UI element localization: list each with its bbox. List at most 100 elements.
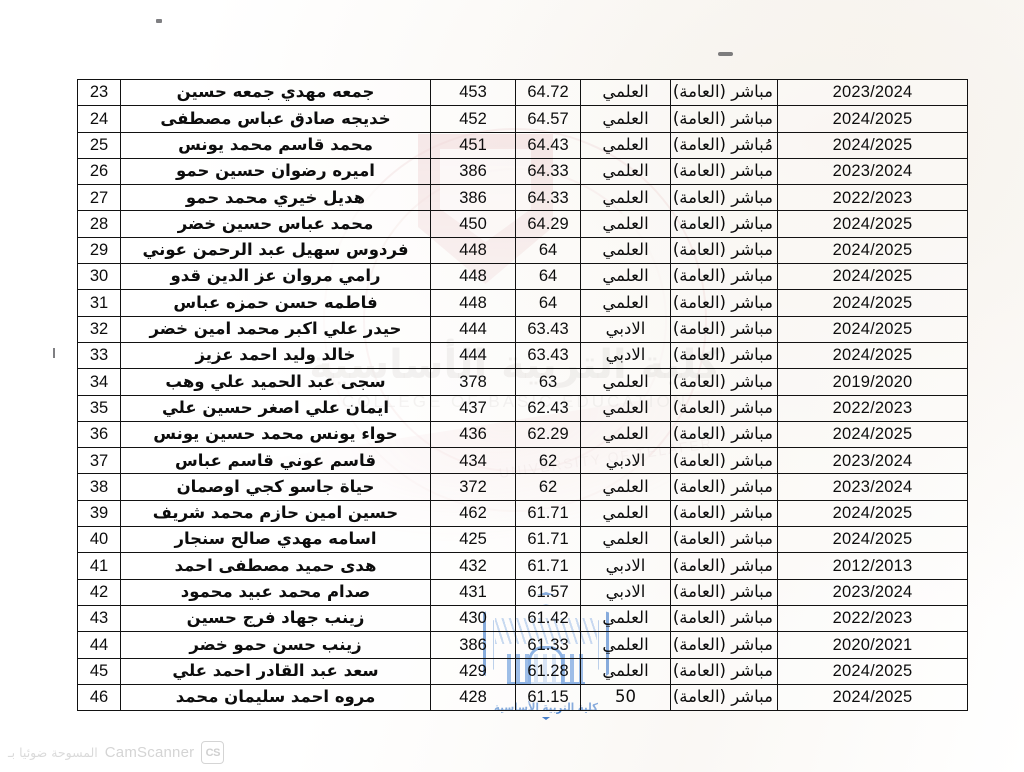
cell-grade: 64 [515, 289, 581, 317]
cell-branch: العلمي [580, 263, 671, 291]
cell-id: 378 [430, 368, 516, 396]
cell-id: 432 [430, 552, 516, 580]
cell-year: 2024/2025 [777, 236, 968, 265]
cell-year: 2022/2023 [777, 184, 968, 212]
cell-type: مباشر (العامة) [670, 157, 778, 186]
table-row: 2024/2025 مباشر (العامة) العلمي 64.57 452 خدي… [77, 105, 968, 133]
cell-year: 2023/2024 [777, 157, 968, 186]
cell-id: 448 [430, 263, 516, 291]
cell-seq: 37 [77, 447, 121, 475]
cell-name: خديجه صادق عباس مصطفى [120, 105, 431, 133]
cell-branch: العلمي [580, 289, 671, 317]
cell-seq: 25 [77, 131, 121, 159]
cell-name: مروه احمد سليمان محمد [120, 683, 431, 712]
table-row: 2023/2024 مباشر (العامة) العلمي 62 372 حياة ج… [77, 473, 968, 501]
cell-id: 448 [430, 236, 516, 265]
cell-id: 450 [430, 210, 516, 238]
cell-grade: 64.57 [515, 105, 581, 133]
cell-type: مباشر (العامة) [670, 420, 778, 449]
cell-type: مباشر (العامة) [670, 447, 778, 475]
cell-seq: 29 [77, 236, 121, 265]
table-row: 2024/2025 مباشر (العامة) الادبي 63.43 444 خال… [77, 341, 968, 370]
cell-seq: 30 [77, 263, 121, 291]
cell-seq: 38 [77, 473, 121, 501]
cell-branch: العلمي [580, 394, 671, 422]
cell-year: 2023/2024 [777, 78, 968, 107]
cell-seq: 26 [77, 157, 121, 186]
cell-id: 372 [430, 473, 516, 501]
cell-name: صدام محمد عبيد محمود [120, 578, 431, 606]
cell-id: 430 [430, 604, 516, 633]
table-row: 2024/2025 مباشر (العامة) 50 61.15 428 مروه اح… [77, 683, 968, 712]
cell-year: 2024/2025 [777, 341, 968, 370]
cell-type: مباشر (العامة) [670, 184, 778, 212]
camscanner-arabic-note: المسوحة ضوئيا بـ [8, 745, 98, 760]
cell-branch: الادبي [580, 315, 671, 343]
cell-id: 451 [430, 131, 516, 159]
cell-branch: الادبي [580, 447, 671, 475]
cell-grade: 64.72 [515, 78, 581, 107]
cell-grade: 63.43 [515, 341, 581, 370]
table-row: 2024/2025 مباشر (العامة) الادبي 63.43 444 حيد… [77, 315, 968, 343]
cell-name: خالد وليد احمد عزيز [120, 341, 431, 370]
cell-seq: 43 [77, 604, 121, 633]
cell-type: مباشر (العامة) [670, 394, 778, 422]
cell-year: 2024/2025 [777, 526, 968, 554]
cell-grade: 61.15 [515, 683, 581, 712]
cell-type: مباشر (العامة) [670, 315, 778, 343]
cell-grade: 63.43 [515, 315, 581, 343]
table-row: 2024/2025 مُباشر (العامة) العلمي 64.43 451 مح… [77, 131, 968, 159]
cell-name: جمعه مهدي جمعه حسين [120, 78, 431, 107]
cell-year: 2024/2025 [777, 683, 968, 712]
cell-grade: 61.42 [515, 604, 581, 633]
cell-type: مباشر (العامة) [670, 657, 778, 685]
cell-year: 2024/2025 [777, 499, 968, 528]
cell-seq: 36 [77, 420, 121, 449]
cell-name: ايمان علي اصغر حسين علي [120, 394, 431, 422]
cell-grade: 64.43 [515, 131, 581, 159]
cell-branch: العلمي [580, 157, 671, 186]
cell-year: 2024/2025 [777, 657, 968, 685]
cell-year: 2023/2024 [777, 473, 968, 501]
table-row: 2012/2013 مباشر (العامة) الادبي 61.71 432 هدى… [77, 552, 968, 580]
cell-branch: الادبي [580, 341, 671, 370]
table-row: 2023/2024 مباشر (العامة) العلمي 64.33 386 امي… [77, 157, 968, 186]
cell-type: مباشر (العامة) [670, 683, 778, 712]
cell-id: 448 [430, 289, 516, 317]
cell-id: 462 [430, 499, 516, 528]
cell-seq: 28 [77, 210, 121, 238]
cell-id: 386 [430, 184, 516, 212]
cell-branch: العلمي [580, 184, 671, 212]
cell-branch: العلمي [580, 368, 671, 396]
cell-name: حيدر علي اكبر محمد امين خضر [120, 315, 431, 343]
cell-seq: 35 [77, 394, 121, 422]
cell-branch: 50 [580, 683, 671, 712]
cell-name: زينب جهاد فرج حسين [120, 604, 431, 633]
camscanner-watermark: CS CamScanner المسوحة ضوئيا بـ [8, 741, 225, 764]
cell-type: مباشر (العامة) [670, 289, 778, 317]
cell-branch: العلمي [580, 499, 671, 528]
cell-grade: 62 [515, 473, 581, 501]
cell-type: مباشر (العامة) [670, 604, 778, 633]
cell-type: مباشر (العامة) [670, 631, 778, 659]
cell-branch: العلمي [580, 236, 671, 265]
cell-year: 2022/2023 [777, 394, 968, 422]
roster-table-body: 2023/2024 مباشر (العامة) العلمي 64.72 453 جمع… [77, 78, 968, 712]
cell-seq: 24 [77, 105, 121, 133]
cell-type: مباشر (العامة) [670, 78, 778, 107]
cell-id: 444 [430, 315, 516, 343]
cell-grade: 62.43 [515, 394, 581, 422]
cell-type: مُباشر (العامة) [670, 131, 778, 159]
cell-year: 2024/2025 [777, 131, 968, 159]
cell-branch: العلمي [580, 78, 671, 107]
cell-id: 436 [430, 420, 516, 449]
cell-year: 2019/2020 [777, 368, 968, 396]
cell-id: 437 [430, 394, 516, 422]
cell-seq: 34 [77, 368, 121, 396]
cell-grade: 61.33 [515, 631, 581, 659]
cell-grade: 61.28 [515, 657, 581, 685]
cell-id: 429 [430, 657, 516, 685]
table-row: 2019/2020 مباشر (العامة) العلمي 63 378 سجى عب… [77, 368, 968, 396]
cell-year: 2024/2025 [777, 105, 968, 133]
cell-year: 2012/2013 [777, 552, 968, 580]
